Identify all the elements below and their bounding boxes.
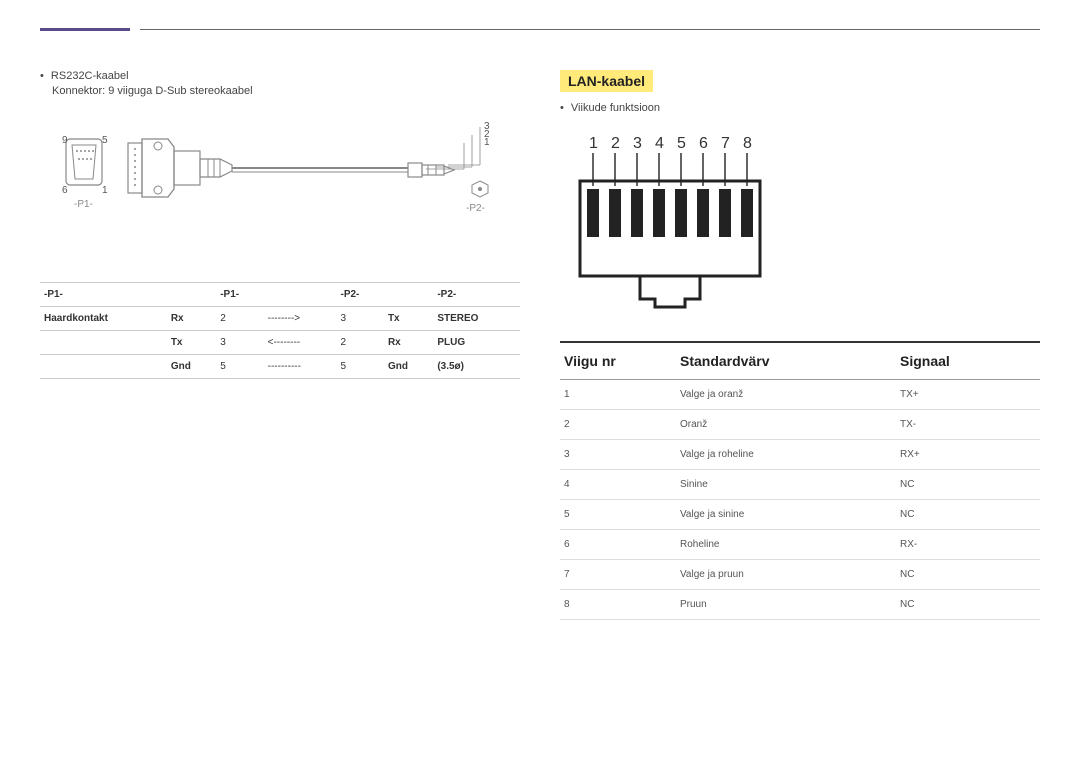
svg-text:4: 4 xyxy=(655,135,664,152)
lan-table-header: Viigu nr Standardvärv Signaal xyxy=(560,341,1040,380)
lan-cell-num: 1 xyxy=(560,389,680,400)
lan-row: 7Valge ja pruunNC xyxy=(560,560,1040,590)
table-cell: 3 xyxy=(216,331,263,355)
table-row: Tx3<--------2RxPLUG xyxy=(40,331,520,355)
table-cell: 5 xyxy=(216,355,263,379)
h0: -P1- xyxy=(40,283,167,307)
lan-cell-signal: NC xyxy=(900,599,1040,610)
rj45-diagram: 12345678 xyxy=(560,126,1040,321)
table-cell: Tx xyxy=(384,307,433,331)
lan-cell-color: Pruun xyxy=(680,599,900,610)
lan-h2: Standardvärv xyxy=(680,353,900,369)
lan-cell-num: 6 xyxy=(560,539,680,550)
lan-h1: Viigu nr xyxy=(560,353,680,369)
table-cell: 5 xyxy=(337,355,384,379)
h4 xyxy=(384,283,433,307)
table-cell: Gnd xyxy=(167,355,216,379)
lan-row: 4SinineNC xyxy=(560,470,1040,500)
svg-text:-P1-: -P1- xyxy=(74,199,93,210)
table-cell: 2 xyxy=(216,307,263,331)
lan-cell-num: 3 xyxy=(560,449,680,460)
right-column: LAN-kaabel Viikude funktsioon 12345678 V… xyxy=(560,70,1040,620)
lan-cell-num: 8 xyxy=(560,599,680,610)
svg-text:8: 8 xyxy=(743,135,752,152)
lan-cell-color: Oranž xyxy=(680,419,900,430)
table-row: Gnd5----------5Gnd(3.5ø) xyxy=(40,355,520,379)
lan-row: 6RohelineRX- xyxy=(560,530,1040,560)
h3: -P2- xyxy=(337,283,384,307)
lan-row: 8PruunNC xyxy=(560,590,1040,620)
table-cell: Gnd xyxy=(384,355,433,379)
lan-cell-color: Roheline xyxy=(680,539,900,550)
lan-row: 3Valge ja rohelineRX+ xyxy=(560,440,1040,470)
pinout-table: -P1- -P1- -P2- -P2- HaardkontaktRx2-----… xyxy=(40,282,520,379)
lan-cell-signal: NC xyxy=(900,509,1040,520)
cable-diagram: 9 5 6 1 -P1- xyxy=(40,109,520,264)
svg-text:5: 5 xyxy=(102,135,108,146)
lan-row: 2OranžTX- xyxy=(560,410,1040,440)
svg-text:3: 3 xyxy=(633,135,642,152)
lan-cell-color: Valge ja roheline xyxy=(680,449,900,460)
h5: -P2- xyxy=(433,283,520,307)
table-cell: 2 xyxy=(337,331,384,355)
table-cell: STEREO xyxy=(433,307,520,331)
svg-text:7: 7 xyxy=(721,135,730,152)
svg-text:-P2-: -P2- xyxy=(466,203,485,214)
header-rule xyxy=(140,29,1040,30)
lan-bullet: Viikude funktsioon xyxy=(560,102,1040,114)
lan-cell-num: 5 xyxy=(560,509,680,520)
table-cell: Rx xyxy=(384,331,433,355)
table-row: HaardkontaktRx2-------->3TxSTEREO xyxy=(40,307,520,331)
svg-text:1: 1 xyxy=(589,135,598,152)
h1: -P1- xyxy=(216,283,263,307)
lan-row: 5Valge ja sinineNC xyxy=(560,500,1040,530)
lan-cell-num: 7 xyxy=(560,569,680,580)
table-cell xyxy=(40,355,167,379)
svg-text:9: 9 xyxy=(62,135,68,146)
svg-text:1: 1 xyxy=(484,137,490,148)
table-cell: Rx xyxy=(167,307,216,331)
lan-title: LAN-kaabel xyxy=(560,70,653,92)
h2 xyxy=(264,283,337,307)
lan-cell-num: 2 xyxy=(560,419,680,430)
rs232-sub: Konnektor: 9 viiguga D-Sub stereokaabel xyxy=(52,85,520,97)
lan-cell-signal: RX- xyxy=(900,539,1040,550)
lan-cell-color: Valge ja pruun xyxy=(680,569,900,580)
lan-row: 1Valge ja oranžTX+ xyxy=(560,380,1040,410)
lan-cell-color: Valge ja oranž xyxy=(680,389,900,400)
table-cell: --------> xyxy=(264,307,337,331)
lan-cell-signal: NC xyxy=(900,479,1040,490)
pinout-header: -P1- -P1- -P2- -P2- xyxy=(40,283,520,307)
lan-cell-color: Valge ja sinine xyxy=(680,509,900,520)
table-cell: (3.5ø) xyxy=(433,355,520,379)
table-cell: Tx xyxy=(167,331,216,355)
header-accent xyxy=(40,28,130,31)
table-cell xyxy=(40,331,167,355)
left-column: RS232C-kaabel Konnektor: 9 viiguga D-Sub… xyxy=(40,70,520,620)
lan-cell-num: 4 xyxy=(560,479,680,490)
lan-cell-signal: TX- xyxy=(900,419,1040,430)
svg-text:2: 2 xyxy=(611,135,620,152)
lan-cell-signal: NC xyxy=(900,569,1040,580)
table-cell: Haardkontakt xyxy=(40,307,167,331)
table-cell: PLUG xyxy=(433,331,520,355)
table-cell: 3 xyxy=(337,307,384,331)
lan-cell-signal: RX+ xyxy=(900,449,1040,460)
table-cell: ---------- xyxy=(264,355,337,379)
svg-text:5: 5 xyxy=(677,135,686,152)
svg-text:1: 1 xyxy=(102,185,108,196)
lan-cell-color: Sinine xyxy=(680,479,900,490)
svg-text:6: 6 xyxy=(699,135,708,152)
lan-cell-signal: TX+ xyxy=(900,389,1040,400)
lan-h3: Signaal xyxy=(900,353,1040,369)
rs232-bullet: RS232C-kaabel xyxy=(40,70,520,82)
svg-text:6: 6 xyxy=(62,185,68,196)
table-cell: <-------- xyxy=(264,331,337,355)
